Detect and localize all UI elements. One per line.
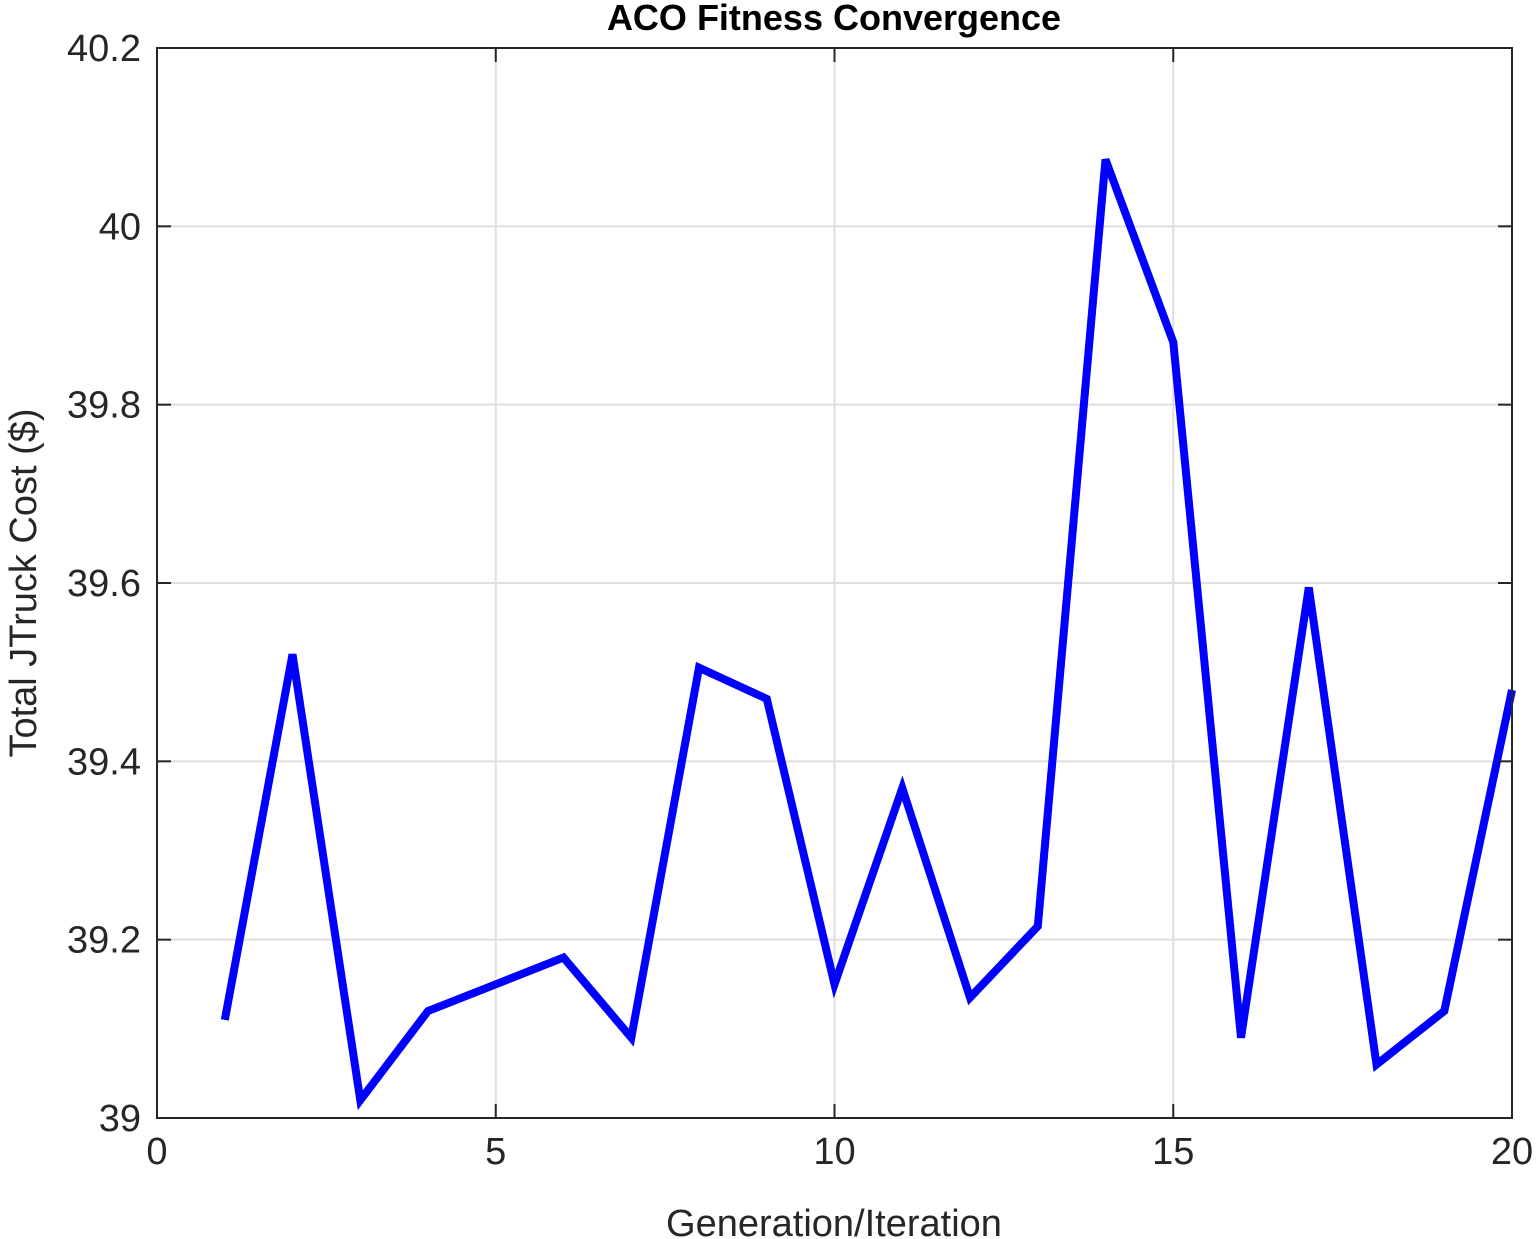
chart-title: ACO Fitness Convergence	[607, 0, 1061, 38]
y-tick-label: 39.8	[67, 385, 141, 427]
y-tick-label: 39.4	[67, 741, 141, 783]
series-line-fitness	[220, 158, 1516, 1111]
x-tick-label: 15	[1152, 1131, 1194, 1173]
y-tick-label: 39.6	[67, 563, 141, 605]
y-tick-label: 39	[99, 1098, 141, 1140]
y-tick-label: 39.2	[67, 920, 141, 962]
y-axis-label: Total JTruck Cost ($)	[3, 408, 45, 757]
x-tick-label: 20	[1491, 1131, 1533, 1173]
y-tick-label: 40.2	[67, 28, 141, 70]
grid-lines	[157, 48, 1512, 1118]
x-tick-label: 5	[485, 1131, 506, 1173]
tick-labels: 0 5 10 15 20 39 39.2 39.4 39.6 39.8 40 40.2	[67, 28, 1533, 1173]
y-tick-label: 40	[99, 206, 141, 248]
series-lines	[220, 158, 1516, 1111]
x-tick-label: 0	[146, 1131, 167, 1173]
axes	[156, 47, 1513, 1119]
x-axis-label: Generation/Iteration	[666, 1203, 1002, 1239]
x-tick-label: 10	[813, 1131, 855, 1173]
